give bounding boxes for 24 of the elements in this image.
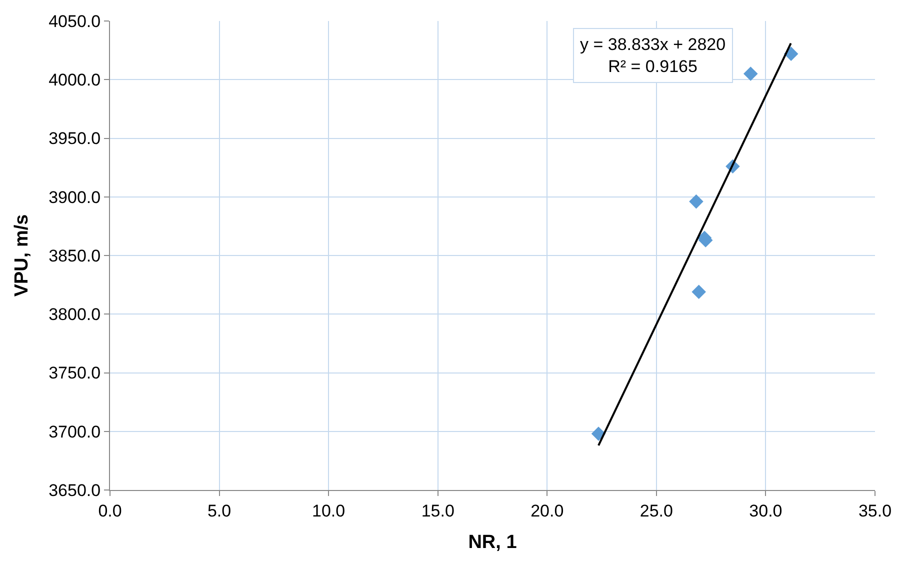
y-tick-label: 4050.0 — [48, 12, 101, 31]
y-tick-label: 4000.0 — [48, 70, 101, 90]
x-tick-label: 25.0 — [640, 501, 673, 520]
annotation: y = 38.833x + 2820 — [580, 35, 726, 54]
point — [692, 284, 706, 299]
annotation: R² = 0.9165 — [608, 57, 698, 76]
y-tick-label: 3750.0 — [48, 364, 101, 383]
x-tick-label: 10.0 — [312, 501, 346, 520]
x-tick-label: 35.0 — [858, 501, 892, 520]
x-tick-label: 30.0 — [749, 501, 782, 520]
x-tick-label: 20.0 — [530, 501, 564, 520]
y-tick-label: 3700.0 — [48, 422, 101, 442]
y-tick-label: 3800.0 — [48, 305, 101, 324]
y-tick-label: 3650.0 — [48, 480, 101, 500]
x-tick-label: 15.0 — [421, 501, 454, 520]
point — [689, 194, 704, 209]
x-tick-label: 5.0 — [207, 501, 232, 520]
y-tick-label: 3950.0 — [48, 129, 101, 148]
y-axis-title: VPU, m/s — [11, 214, 32, 297]
y-tick-label: 3850.0 — [48, 246, 101, 266]
y-tick-label: 3900.0 — [48, 188, 101, 207]
x-axis-title: NR, 1 — [468, 532, 518, 554]
point — [743, 66, 758, 81]
x-tick-label: 0.0 — [98, 501, 122, 520]
